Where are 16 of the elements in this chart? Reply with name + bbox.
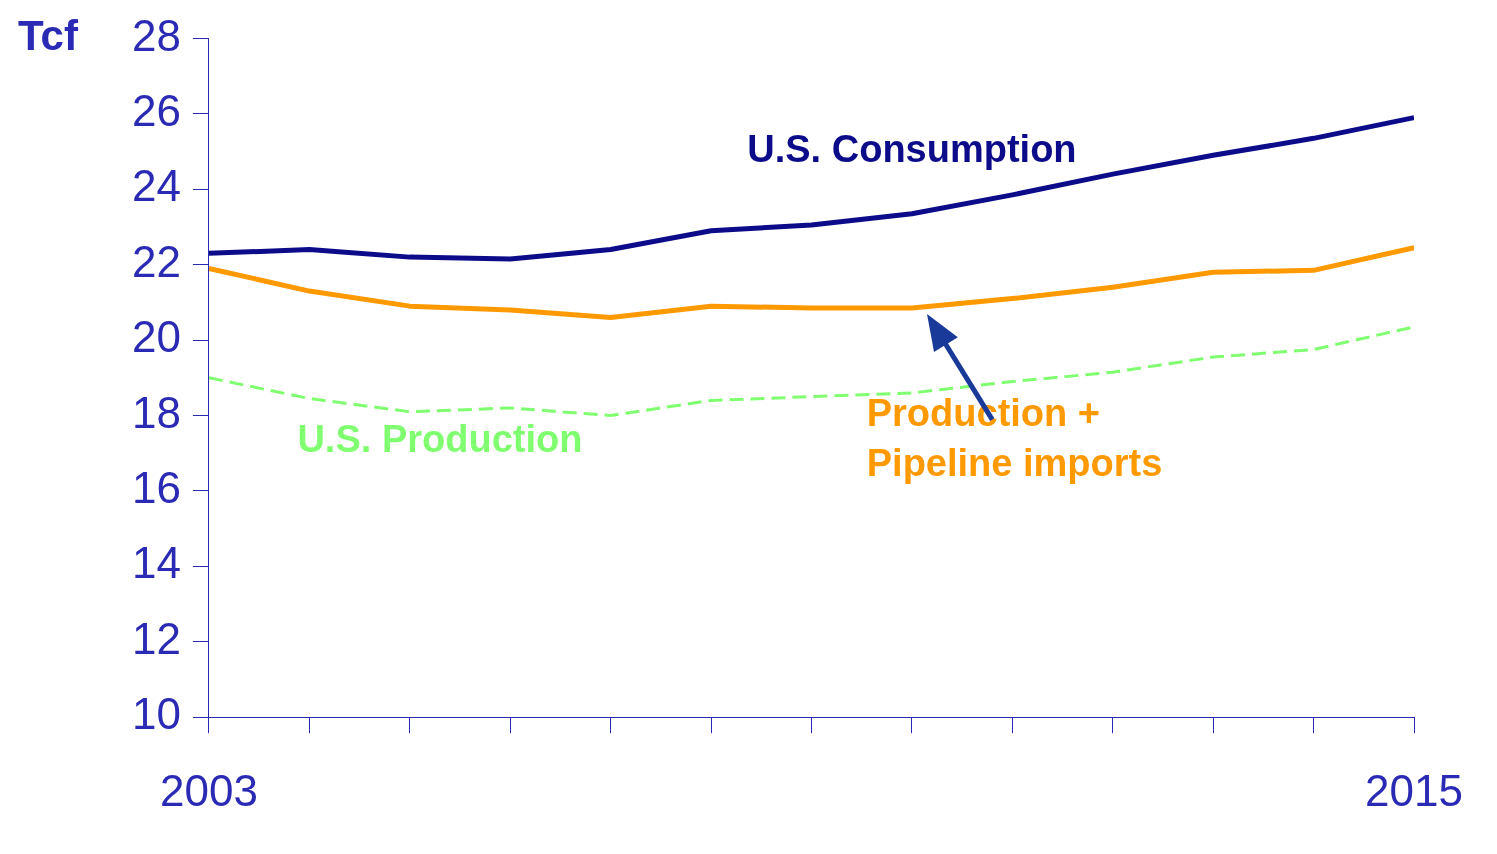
y-tick-label: 14 (131, 538, 181, 588)
y-tick-label: 18 (131, 387, 181, 437)
series-label: U.S. Production (297, 418, 583, 461)
series-label: U.S. Consumption (747, 128, 1077, 171)
y-tick-label: 10 (131, 689, 181, 739)
y-tick-label: 20 (131, 312, 181, 362)
y-tick-label: 28 (131, 10, 181, 60)
y-tick-label: 16 (131, 463, 181, 513)
text: Production + Pipeline imports (866, 392, 1163, 484)
y-tick-label: 26 (131, 85, 181, 135)
y-tick-label: 22 (131, 236, 181, 286)
y-axis-title: Tcf (18, 11, 79, 59)
x-tick-label: 2003 (160, 765, 258, 815)
y-tick-label: 12 (131, 613, 181, 663)
y-tick-label: 24 (131, 161, 181, 211)
x-tick-label: 2015 (1365, 765, 1463, 815)
